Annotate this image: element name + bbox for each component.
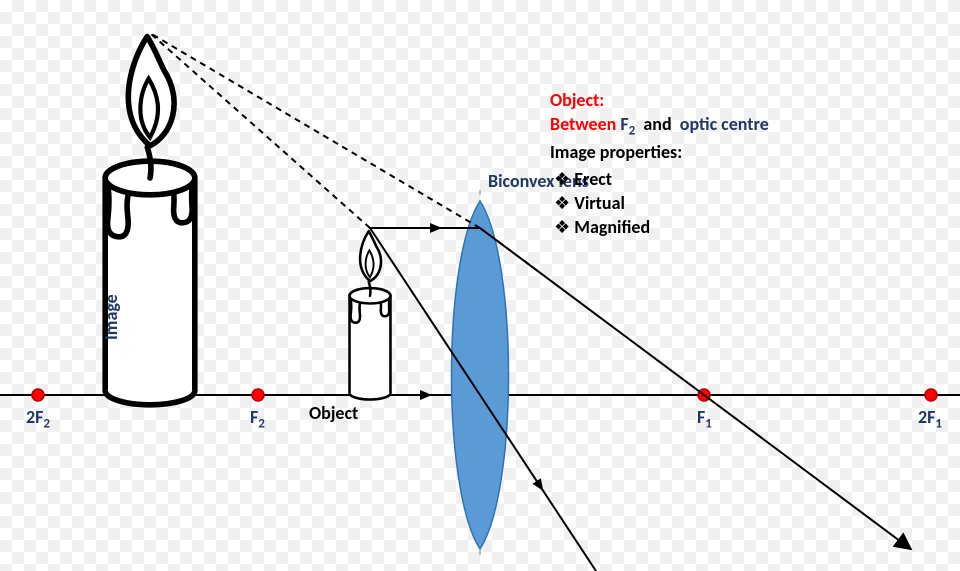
info-object-header: Object:	[550, 88, 769, 112]
biconvex-lens	[452, 201, 509, 549]
point-2f2	[32, 389, 44, 401]
prop-virtual: Virtual	[554, 191, 769, 215]
prop-erect: Erect	[554, 167, 769, 191]
info-props-list: Erect Virtual Magnified	[554, 167, 769, 240]
label-f2: F2	[250, 406, 265, 432]
object-label: Object	[309, 402, 358, 424]
label-2f1: 2F1	[918, 406, 942, 432]
info-object-position: Between F2 and optic centre	[550, 112, 769, 140]
image-label: Image	[100, 294, 122, 340]
point-f2	[252, 389, 264, 401]
diagram-canvas	[0, 0, 960, 571]
info-panel: Object: Between F2 and optic centre Imag…	[550, 88, 769, 240]
label-f1: F1	[697, 406, 712, 432]
info-props-header: Image properties:	[550, 140, 769, 164]
label-2f2: 2F2	[26, 406, 50, 432]
object-candle	[350, 231, 391, 399]
point-2f1	[925, 389, 937, 401]
prop-magnified: Magnified	[554, 215, 769, 239]
image-candle	[105, 37, 195, 405]
